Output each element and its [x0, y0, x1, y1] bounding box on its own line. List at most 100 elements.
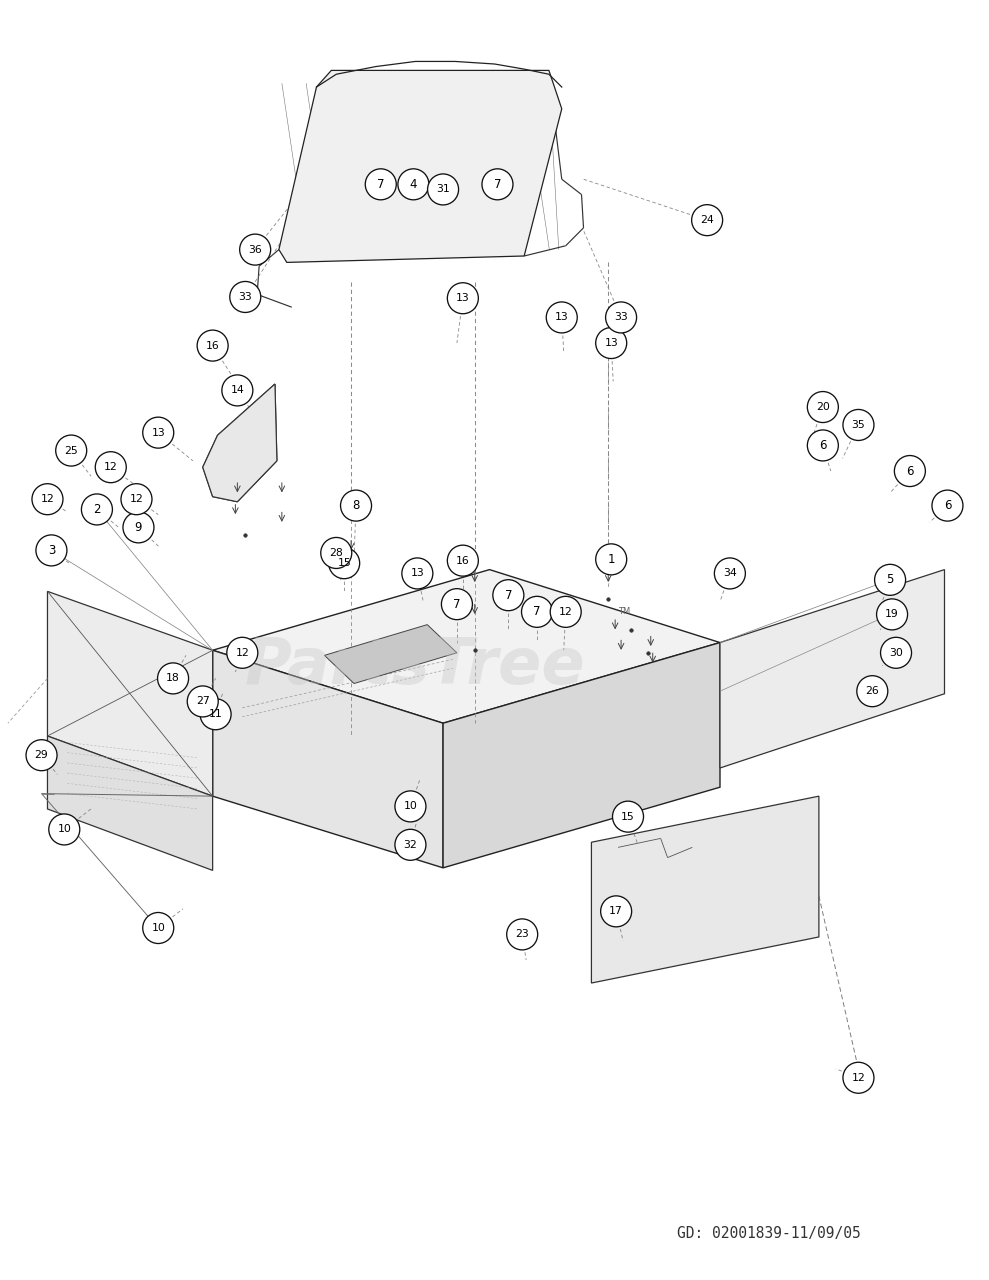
- Circle shape: [328, 548, 360, 579]
- Text: 20: 20: [816, 402, 830, 412]
- Circle shape: [81, 494, 113, 525]
- Text: 18: 18: [166, 673, 180, 684]
- Polygon shape: [47, 591, 213, 796]
- Circle shape: [441, 589, 473, 620]
- Text: 6: 6: [906, 465, 914, 477]
- Circle shape: [157, 663, 189, 694]
- Text: 6: 6: [819, 439, 827, 452]
- Text: 9: 9: [135, 521, 142, 534]
- Text: 7: 7: [533, 605, 541, 618]
- Text: 12: 12: [852, 1073, 865, 1083]
- Text: 7: 7: [504, 589, 512, 602]
- Text: 7: 7: [453, 598, 461, 611]
- Text: 31: 31: [436, 184, 450, 195]
- Text: 32: 32: [404, 840, 417, 850]
- Text: 13: 13: [555, 312, 569, 323]
- Circle shape: [229, 282, 261, 312]
- Text: 12: 12: [41, 494, 54, 504]
- Text: 15: 15: [621, 812, 635, 822]
- Text: 7: 7: [377, 178, 385, 191]
- Circle shape: [239, 234, 271, 265]
- Circle shape: [121, 484, 152, 515]
- Circle shape: [546, 302, 578, 333]
- Circle shape: [197, 330, 228, 361]
- Circle shape: [880, 637, 912, 668]
- Text: 33: 33: [238, 292, 252, 302]
- Polygon shape: [443, 643, 720, 868]
- Text: 33: 33: [614, 312, 628, 323]
- Circle shape: [894, 456, 926, 486]
- Text: 7: 7: [494, 178, 501, 191]
- Circle shape: [320, 538, 352, 568]
- Circle shape: [807, 392, 839, 422]
- Text: 36: 36: [248, 244, 262, 255]
- Text: 13: 13: [410, 568, 424, 579]
- Polygon shape: [279, 70, 562, 262]
- Text: 16: 16: [206, 340, 220, 351]
- Circle shape: [200, 699, 231, 730]
- Text: 4: 4: [409, 178, 417, 191]
- Text: 5: 5: [886, 573, 894, 586]
- Circle shape: [142, 417, 174, 448]
- Text: 2: 2: [93, 503, 101, 516]
- Text: 24: 24: [700, 215, 714, 225]
- Circle shape: [402, 558, 433, 589]
- Polygon shape: [720, 570, 944, 768]
- Circle shape: [340, 490, 372, 521]
- Circle shape: [595, 544, 627, 575]
- Polygon shape: [213, 570, 720, 723]
- Circle shape: [595, 328, 627, 358]
- Text: 13: 13: [456, 293, 470, 303]
- Text: 26: 26: [865, 686, 879, 696]
- Circle shape: [482, 169, 513, 200]
- Circle shape: [32, 484, 63, 515]
- Circle shape: [222, 375, 253, 406]
- Text: 16: 16: [456, 556, 470, 566]
- Circle shape: [506, 919, 538, 950]
- Circle shape: [550, 596, 582, 627]
- Text: 23: 23: [515, 929, 529, 940]
- Text: 1: 1: [607, 553, 615, 566]
- Circle shape: [843, 1062, 874, 1093]
- Circle shape: [843, 410, 874, 440]
- Circle shape: [521, 596, 553, 627]
- Circle shape: [876, 599, 908, 630]
- Circle shape: [95, 452, 127, 483]
- Text: 8: 8: [352, 499, 360, 512]
- Text: 10: 10: [57, 824, 71, 835]
- Circle shape: [605, 302, 637, 333]
- Circle shape: [55, 435, 87, 466]
- Text: 28: 28: [329, 548, 343, 558]
- Text: 19: 19: [885, 609, 899, 620]
- Circle shape: [856, 676, 888, 707]
- Circle shape: [398, 169, 429, 200]
- Circle shape: [807, 430, 839, 461]
- Text: 3: 3: [47, 544, 55, 557]
- Text: PartsTrее: PartsTrее: [245, 635, 585, 696]
- Text: 34: 34: [723, 568, 737, 579]
- Text: 12: 12: [104, 462, 118, 472]
- Circle shape: [600, 896, 632, 927]
- Text: 14: 14: [230, 385, 244, 396]
- Circle shape: [395, 829, 426, 860]
- Circle shape: [427, 174, 459, 205]
- Polygon shape: [213, 650, 443, 868]
- Circle shape: [142, 913, 174, 943]
- Circle shape: [226, 637, 258, 668]
- Circle shape: [714, 558, 746, 589]
- Polygon shape: [591, 796, 819, 983]
- Text: 10: 10: [404, 801, 417, 812]
- Polygon shape: [47, 736, 213, 870]
- Text: 12: 12: [130, 494, 143, 504]
- Circle shape: [395, 791, 426, 822]
- Text: 12: 12: [235, 648, 249, 658]
- Polygon shape: [203, 384, 277, 502]
- Text: 13: 13: [151, 428, 165, 438]
- Text: TM: TM: [618, 607, 630, 617]
- Circle shape: [932, 490, 963, 521]
- Circle shape: [187, 686, 219, 717]
- Text: 13: 13: [604, 338, 618, 348]
- Circle shape: [493, 580, 524, 611]
- Text: 17: 17: [609, 906, 623, 916]
- Circle shape: [365, 169, 397, 200]
